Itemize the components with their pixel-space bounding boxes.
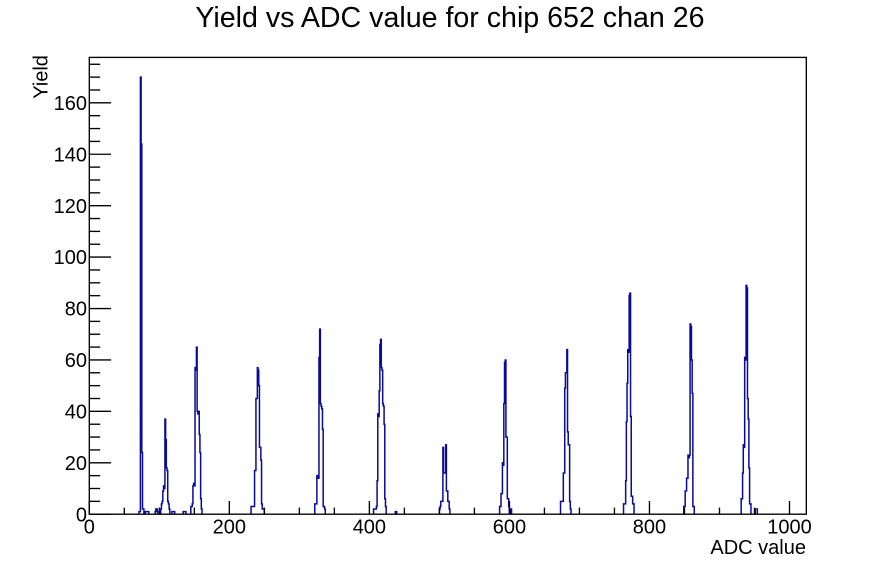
svg-text:80: 80 (65, 299, 87, 321)
svg-text:0: 0 (76, 504, 87, 526)
svg-text:20: 20 (65, 453, 87, 475)
svg-text:ADC value: ADC value (710, 537, 806, 559)
svg-text:200: 200 (213, 517, 246, 539)
svg-text:Yield vs ADC value for chip 65: Yield vs ADC value for chip 652 chan 26 (195, 2, 704, 34)
svg-text:800: 800 (633, 517, 666, 539)
svg-text:160: 160 (54, 93, 87, 115)
svg-text:Yield: Yield (31, 55, 53, 99)
svg-text:0: 0 (84, 517, 95, 539)
svg-text:120: 120 (54, 196, 87, 218)
svg-text:600: 600 (493, 517, 526, 539)
svg-text:100: 100 (54, 247, 87, 269)
svg-text:400: 400 (353, 517, 386, 539)
svg-text:40: 40 (65, 401, 87, 423)
svg-text:60: 60 (65, 350, 87, 372)
svg-text:1000: 1000 (767, 517, 812, 539)
svg-text:140: 140 (54, 144, 87, 166)
